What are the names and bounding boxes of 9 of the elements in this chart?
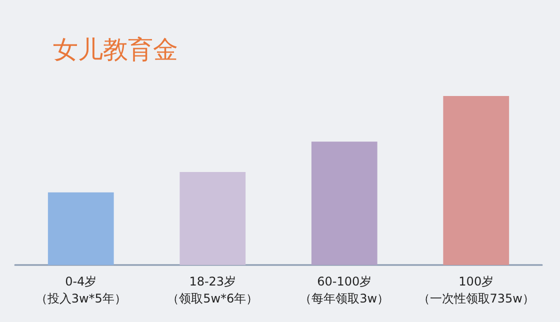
x-tick-label: 60-100岁（每年领取3w） — [300, 274, 390, 306]
bar — [443, 96, 510, 265]
bar — [180, 172, 246, 265]
chart-title: 女儿教育金 — [53, 35, 178, 64]
x-tick-label: 0-4岁（投入3w*5年） — [35, 274, 126, 306]
bar — [311, 142, 378, 265]
bar — [48, 192, 114, 265]
x-tick-label: 100岁（一次性领取735w） — [418, 274, 534, 306]
x-tick-label: 18-23岁（领取5w*6年） — [167, 274, 258, 306]
